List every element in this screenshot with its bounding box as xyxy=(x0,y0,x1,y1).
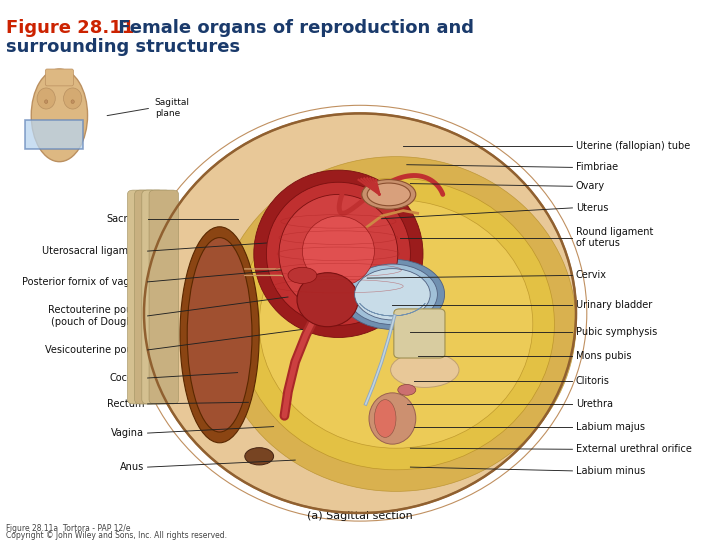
FancyBboxPatch shape xyxy=(127,190,157,404)
Ellipse shape xyxy=(397,384,416,395)
Ellipse shape xyxy=(302,216,374,286)
Text: Clitoris: Clitoris xyxy=(576,376,610,386)
Text: External urethral orifice: External urethral orifice xyxy=(576,444,692,454)
FancyBboxPatch shape xyxy=(149,190,179,404)
Ellipse shape xyxy=(216,157,576,491)
Ellipse shape xyxy=(390,352,459,388)
Ellipse shape xyxy=(144,113,576,513)
Text: Female organs of reproduction and: Female organs of reproduction and xyxy=(112,19,474,37)
Text: (a) Sagittal section: (a) Sagittal section xyxy=(307,511,413,521)
Ellipse shape xyxy=(369,393,416,444)
Text: Figure 28.11a  Tortora - PAP 12/e: Figure 28.11a Tortora - PAP 12/e xyxy=(6,524,130,533)
FancyBboxPatch shape xyxy=(135,190,164,404)
Text: Round ligament
of uterus: Round ligament of uterus xyxy=(576,227,653,248)
Ellipse shape xyxy=(45,100,48,104)
Text: Vagina: Vagina xyxy=(111,428,144,438)
FancyBboxPatch shape xyxy=(142,190,171,404)
Ellipse shape xyxy=(180,227,259,443)
Ellipse shape xyxy=(238,178,554,470)
Text: Fimbriae: Fimbriae xyxy=(576,163,618,172)
Ellipse shape xyxy=(279,194,397,313)
Ellipse shape xyxy=(362,179,416,209)
Text: Uterine (fallopian) tube: Uterine (fallopian) tube xyxy=(576,141,690,151)
Ellipse shape xyxy=(63,88,82,109)
FancyBboxPatch shape xyxy=(45,69,73,86)
Text: Labium minus: Labium minus xyxy=(576,466,645,476)
Text: Vesicouterine pouch: Vesicouterine pouch xyxy=(45,345,144,355)
Text: Figure 28.11: Figure 28.11 xyxy=(6,19,134,37)
Text: Pubic symphysis: Pubic symphysis xyxy=(576,327,657,337)
Text: Coccyx: Coccyx xyxy=(109,373,144,383)
Text: Urinary bladder: Urinary bladder xyxy=(576,300,652,310)
Text: Labium majus: Labium majus xyxy=(576,422,645,431)
Text: Rectum: Rectum xyxy=(107,399,144,409)
Ellipse shape xyxy=(187,238,252,432)
Text: Cervix: Cervix xyxy=(576,271,607,280)
Ellipse shape xyxy=(341,259,445,329)
Ellipse shape xyxy=(71,100,74,104)
Ellipse shape xyxy=(374,400,396,437)
Text: Rectouterine pouch
(pouch of Douglas): Rectouterine pouch (pouch of Douglas) xyxy=(48,305,144,327)
Text: Uterosacral ligament: Uterosacral ligament xyxy=(42,246,144,256)
Text: Ovary: Ovary xyxy=(576,181,605,191)
FancyBboxPatch shape xyxy=(24,119,83,149)
Ellipse shape xyxy=(266,183,410,325)
Ellipse shape xyxy=(297,273,359,327)
Ellipse shape xyxy=(367,183,410,206)
Text: Sacrum: Sacrum xyxy=(107,214,144,224)
Ellipse shape xyxy=(37,88,55,109)
Ellipse shape xyxy=(348,264,438,325)
Text: Sagittal
plane: Sagittal plane xyxy=(155,98,190,118)
Text: Posterior fornix of vagina: Posterior fornix of vagina xyxy=(22,277,144,287)
Text: Uterus: Uterus xyxy=(576,203,608,213)
Text: Copyright © John Wiley and Sons, Inc. All rights reserved.: Copyright © John Wiley and Sons, Inc. Al… xyxy=(6,531,227,540)
Ellipse shape xyxy=(31,69,88,161)
Ellipse shape xyxy=(259,200,533,448)
Text: Anus: Anus xyxy=(120,462,144,472)
FancyBboxPatch shape xyxy=(394,309,445,358)
Ellipse shape xyxy=(253,170,423,338)
Ellipse shape xyxy=(288,267,317,284)
Text: Mons pubis: Mons pubis xyxy=(576,352,631,361)
Text: surrounding structures: surrounding structures xyxy=(6,38,240,56)
Ellipse shape xyxy=(355,268,431,320)
Text: Urethra: Urethra xyxy=(576,399,613,409)
Ellipse shape xyxy=(245,448,274,465)
